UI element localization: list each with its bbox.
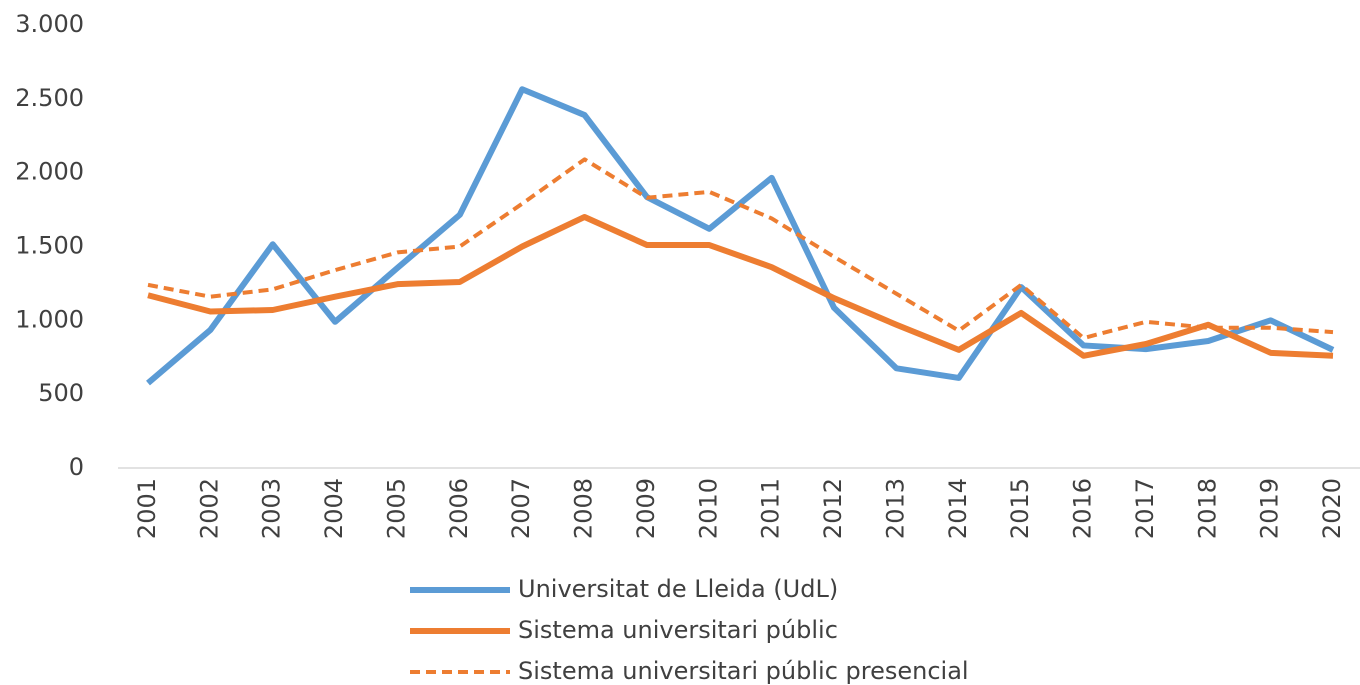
x-tick-label: 2003 — [258, 478, 286, 539]
x-tick-label: 2007 — [507, 478, 535, 539]
x-tick-label: 2006 — [445, 478, 473, 539]
legend-label: Sistema universitari públic presencial — [518, 657, 969, 685]
y-tick-label: 2.000 — [15, 158, 84, 186]
y-tick-label: 1.000 — [15, 305, 84, 333]
legend-label: Sistema universitari públic — [518, 616, 838, 644]
x-tick-label: 2011 — [757, 478, 785, 539]
x-tick-label: 2001 — [133, 478, 161, 539]
line-series — [147, 213, 1334, 359]
x-tick-label: 2012 — [819, 478, 847, 539]
x-tick-label: 2019 — [1256, 478, 1284, 539]
line-series — [147, 157, 1334, 341]
y-tick-label: 2.500 — [15, 84, 84, 112]
x-tick-label: 2018 — [1193, 478, 1221, 539]
y-tick-label: 3.000 — [15, 10, 84, 38]
x-tick-label: 2002 — [195, 478, 223, 539]
y-tick-label: 0 — [69, 453, 84, 481]
y-tick-label: 500 — [38, 379, 84, 407]
x-tick-label: 2008 — [570, 478, 598, 539]
x-tick-label: 2017 — [1131, 478, 1159, 539]
y-tick-label: 1.500 — [15, 232, 84, 260]
x-tick-label: 2013 — [881, 478, 909, 539]
legend-label: Universitat de Lleida (UdL) — [518, 575, 838, 603]
x-tick-label: 2020 — [1318, 478, 1346, 539]
x-tick-label: 2005 — [382, 478, 410, 539]
x-tick-label: 2014 — [944, 478, 972, 539]
x-tick-label: 2004 — [320, 478, 348, 539]
x-tick-label: 2015 — [1006, 478, 1034, 539]
x-tick-label: 2016 — [1069, 478, 1097, 539]
x-tick-label: 2010 — [694, 478, 722, 539]
x-tick-label: 2009 — [632, 478, 660, 539]
